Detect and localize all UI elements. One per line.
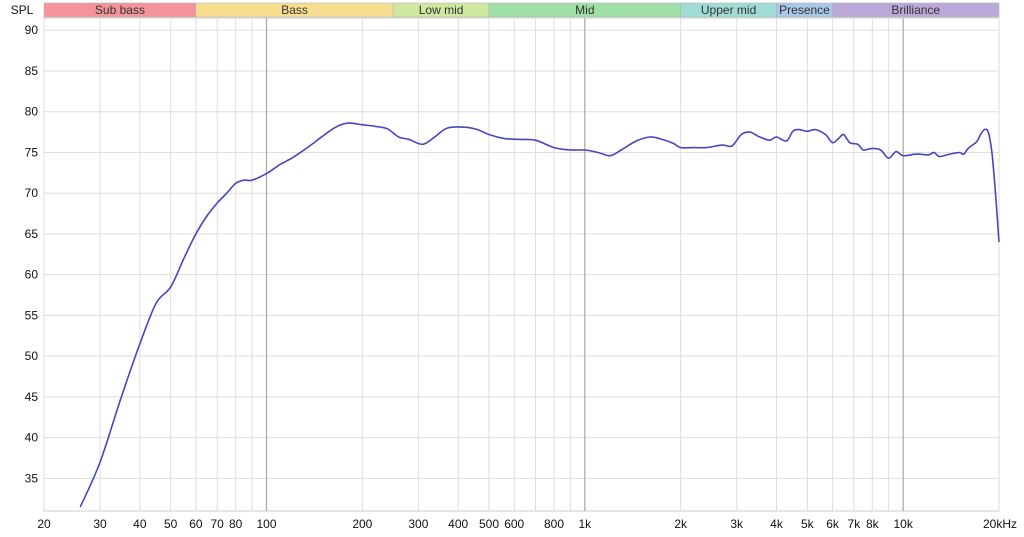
y-tick-label: 45 (25, 390, 39, 404)
major-grid (265, 18, 904, 511)
x-tick-label: 20kHz (983, 517, 1017, 531)
y-tick-label: 80 (25, 105, 39, 119)
band-label: Upper mid (701, 3, 756, 17)
x-tick-label: 70 (211, 517, 225, 531)
y-tick-label: 90 (25, 23, 39, 37)
y-tick-label: 70 (25, 186, 39, 200)
plot-background (43, 17, 1000, 512)
x-tick-label: 600 (504, 517, 524, 531)
y-tick-label: 50 (25, 349, 39, 363)
x-tick-label: 800 (544, 517, 564, 531)
band-label: Sub bass (95, 3, 145, 17)
x-tick-label: 10k (893, 517, 913, 531)
x-tick-label: 20 (37, 517, 51, 531)
band-label: Bass (281, 3, 308, 17)
y-tick-label: 65 (25, 227, 39, 241)
band-label: Mid (575, 3, 594, 17)
band-brilliance (832, 2, 1000, 18)
x-tick-label: 2k (674, 517, 688, 531)
x-tick-label: 1k (578, 517, 592, 531)
x-tick-label: 60 (189, 517, 203, 531)
x-tick-label: 400 (448, 517, 468, 531)
x-tick-label: 80 (229, 517, 243, 531)
band-label: Brilliance (891, 3, 940, 17)
y-tick-label: 75 (25, 145, 39, 159)
x-tick-label: 6k (826, 517, 840, 531)
x-tick-label: 300 (408, 517, 428, 531)
x-tick-label: 4k (770, 517, 784, 531)
band-label: Presence (779, 3, 830, 17)
x-tick-label: 200 (352, 517, 372, 531)
y-axis-label: SPL (11, 3, 34, 17)
x-tick-label: 8k (866, 517, 880, 531)
x-tick-labels: 20 30 40 50 60 70 80 100 200 300 400 500 600 800 1k 2k 3… (37, 517, 1017, 531)
x-tick-label: 40 (133, 517, 147, 531)
x-tick-label: 50 (164, 517, 178, 531)
spl-response-line (79, 122, 1000, 508)
y-tick-label: 40 (25, 431, 39, 445)
y-tick-label: 35 (25, 471, 39, 485)
x-tick-label: 500 (479, 517, 499, 531)
x-tick-label: 5k (801, 517, 815, 531)
x-tick-label: 30 (93, 517, 107, 531)
y-tick-label: 55 (25, 308, 39, 322)
y-tick-label: 85 (25, 64, 39, 78)
x-tick-label: 7k (848, 517, 862, 531)
x-tick-label: 100 (256, 517, 276, 531)
minor-grid (43, 18, 1000, 511)
y-tick-label: 60 (25, 268, 39, 282)
frequency-bands: Sub bass Bass Low mid Mid Upper mid Presence B… (43, 2, 1000, 18)
y-tick-labels: 35 40 45 50 55 60 65 70 75 80 85 90 (25, 23, 39, 485)
band-label: Low mid (419, 3, 464, 17)
x-tick-label: 3k (730, 517, 744, 531)
